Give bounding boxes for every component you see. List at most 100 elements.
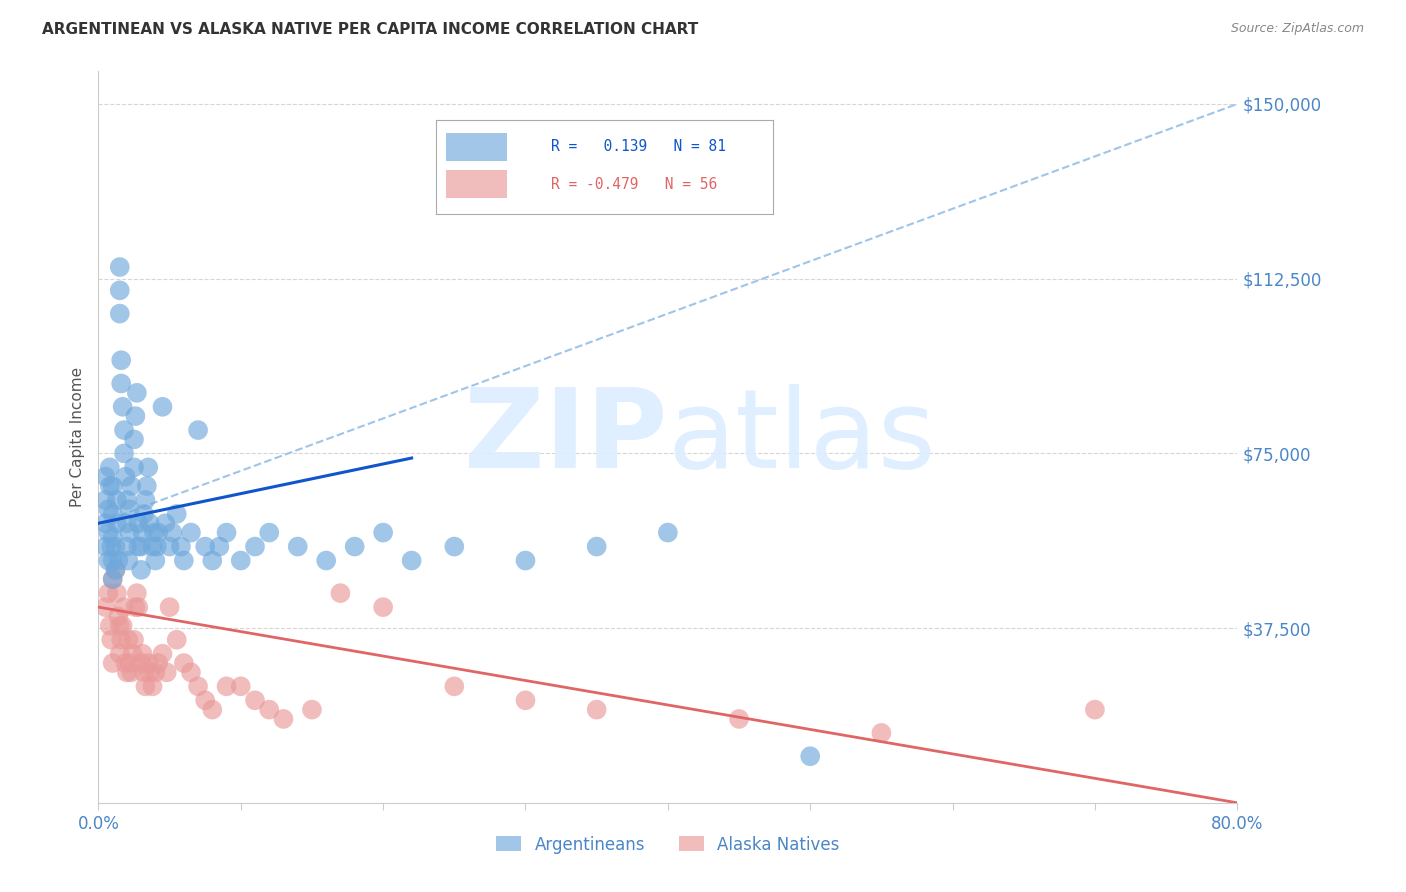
Point xyxy=(120,479,142,493)
Point xyxy=(443,679,465,693)
Point xyxy=(152,400,174,414)
Point xyxy=(124,600,146,615)
Point xyxy=(162,525,184,540)
Point xyxy=(101,479,124,493)
Text: Source: ZipAtlas.com: Source: ZipAtlas.com xyxy=(1230,22,1364,36)
Point xyxy=(159,540,181,554)
Point xyxy=(107,553,129,567)
Point xyxy=(870,726,893,740)
Point xyxy=(180,665,202,680)
Point xyxy=(215,679,238,693)
Point xyxy=(108,647,131,661)
Point xyxy=(121,647,143,661)
Point xyxy=(373,600,395,615)
Text: ZIP: ZIP xyxy=(464,384,668,491)
Point xyxy=(132,665,155,680)
Point xyxy=(515,693,537,707)
Point xyxy=(98,460,121,475)
Point xyxy=(155,516,177,531)
Point xyxy=(170,540,193,554)
Point xyxy=(108,619,131,633)
Point xyxy=(145,665,167,680)
Point xyxy=(201,703,224,717)
Point xyxy=(110,353,132,368)
Point xyxy=(122,433,145,447)
Point xyxy=(134,493,156,508)
Point xyxy=(94,516,117,531)
Point xyxy=(110,376,132,391)
Point xyxy=(127,540,149,554)
Point xyxy=(138,665,160,680)
Point xyxy=(98,479,121,493)
Point xyxy=(141,679,163,693)
Point xyxy=(101,553,124,567)
Point xyxy=(108,307,131,321)
Point xyxy=(111,400,134,414)
Point xyxy=(97,553,120,567)
Point xyxy=(194,693,217,707)
Point xyxy=(585,703,607,717)
Point xyxy=(105,586,128,600)
Text: R = -0.479   N = 56: R = -0.479 N = 56 xyxy=(551,177,717,192)
Point xyxy=(107,609,129,624)
Point xyxy=(118,502,141,516)
Text: atlas: atlas xyxy=(668,384,936,491)
Point xyxy=(156,665,179,680)
Y-axis label: Per Capita Income: Per Capita Income xyxy=(69,367,84,508)
Point xyxy=(115,493,138,508)
Point xyxy=(159,600,181,615)
Point xyxy=(208,540,231,554)
Point xyxy=(166,632,188,647)
Point xyxy=(120,665,142,680)
Point xyxy=(194,540,217,554)
Point xyxy=(114,469,136,483)
Point xyxy=(201,553,224,567)
Point xyxy=(114,656,136,670)
Point xyxy=(105,516,128,531)
Point xyxy=(585,540,607,554)
Point xyxy=(94,469,117,483)
Point xyxy=(124,409,146,423)
Point xyxy=(118,525,141,540)
Point xyxy=(799,749,821,764)
Point xyxy=(728,712,751,726)
Point xyxy=(243,540,266,554)
Point xyxy=(173,656,195,670)
Point xyxy=(136,656,159,670)
Point xyxy=(104,563,127,577)
Point xyxy=(148,525,170,540)
Point xyxy=(401,553,423,567)
Point xyxy=(112,423,135,437)
Point xyxy=(229,553,252,567)
Point xyxy=(100,632,122,647)
Point xyxy=(101,572,124,586)
Point xyxy=(135,479,157,493)
Point xyxy=(343,540,366,554)
Point xyxy=(134,679,156,693)
Point xyxy=(259,525,281,540)
Point xyxy=(122,460,145,475)
Point xyxy=(129,540,152,554)
Point xyxy=(152,647,174,661)
Point xyxy=(97,502,120,516)
Point xyxy=(94,493,117,508)
Point xyxy=(125,385,148,400)
Point xyxy=(104,540,127,554)
Point xyxy=(118,656,141,670)
Point xyxy=(131,647,153,661)
Point xyxy=(98,619,121,633)
Point xyxy=(132,507,155,521)
Point xyxy=(146,540,169,554)
Point xyxy=(129,563,152,577)
Point xyxy=(287,540,309,554)
Point xyxy=(243,693,266,707)
Point xyxy=(145,553,167,567)
Point xyxy=(115,516,138,531)
Point xyxy=(329,586,352,600)
Point xyxy=(180,525,202,540)
Point xyxy=(148,656,170,670)
Point xyxy=(173,553,195,567)
Point xyxy=(215,525,238,540)
Point xyxy=(141,540,163,554)
Point xyxy=(131,525,153,540)
